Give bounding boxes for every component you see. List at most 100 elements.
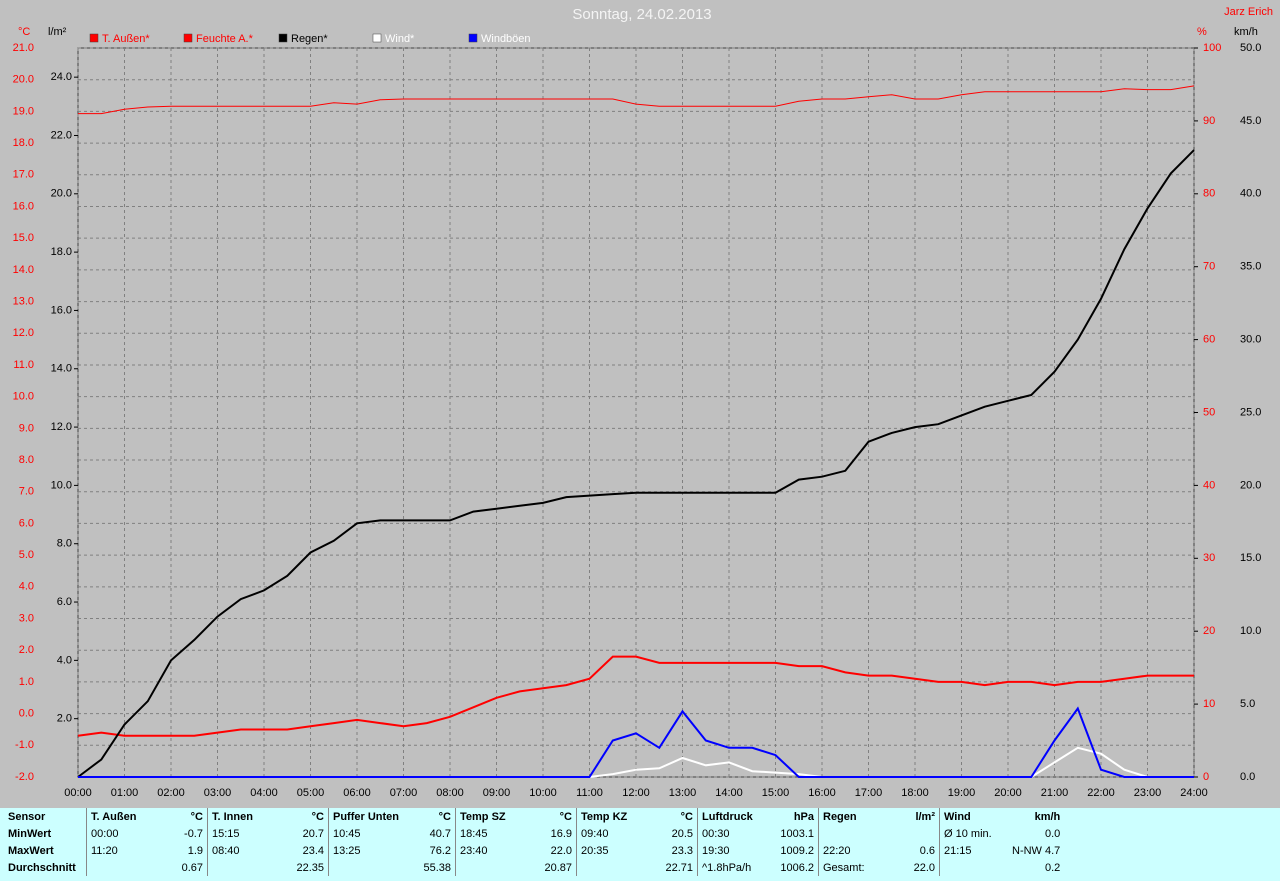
y-tick-label: 19.0 — [13, 105, 34, 117]
table-cell: 22.35 — [296, 861, 324, 874]
table-cell: 1009.2 — [780, 844, 814, 857]
table-cell: 0.2 — [1044, 861, 1061, 874]
y2-tick-label: 90 — [1203, 115, 1215, 127]
table-cell: Wind — [939, 808, 1008, 825]
chart-title: Sonntag, 24.02.2013 — [572, 6, 711, 23]
table-cell: °C — [311, 810, 324, 823]
table-cell: 13:25 — [328, 842, 403, 859]
y3-tick-label: 2.0 — [57, 713, 72, 725]
y2-tick-label: 40 — [1203, 479, 1215, 491]
table-cell: Luftdruck — [697, 808, 766, 825]
legend-swatch — [468, 33, 478, 43]
table-cell: 21:15 — [939, 842, 1008, 859]
y-tick-label: 3.0 — [19, 612, 34, 624]
y-axis-unit: °C — [18, 26, 30, 38]
table-cell: MinWert — [8, 827, 52, 840]
x-tick-label: 23:00 — [1134, 787, 1162, 799]
legend-label: Regen* — [291, 33, 328, 45]
y3-axis-unit: l/m² — [48, 26, 67, 38]
x-tick-label: 07:00 — [390, 787, 418, 799]
y-tick-label: 18.0 — [13, 137, 34, 149]
y3-tick-label: 6.0 — [57, 596, 72, 608]
y-tick-label: 12.0 — [13, 327, 34, 339]
table-cell: 22:20 — [818, 842, 887, 859]
y4-tick-label: 30.0 — [1240, 334, 1261, 346]
table-cell: T. Außen — [86, 808, 155, 825]
table-cell: Durchschnitt — [8, 861, 76, 874]
table-cell — [576, 859, 645, 876]
x-tick-label: 14:00 — [715, 787, 743, 799]
table-cell: °C — [680, 810, 693, 823]
table-cell: Puffer Unten — [328, 808, 403, 825]
y-tick-label: 5.0 — [19, 549, 34, 561]
table-cell: 40.7 — [429, 827, 451, 840]
y2-tick-label: 60 — [1203, 334, 1215, 346]
y-tick-label: 16.0 — [13, 200, 34, 212]
y-tick-label: 14.0 — [13, 264, 34, 276]
x-tick-label: 11:00 — [576, 787, 603, 799]
y4-tick-label: 50.0 — [1240, 42, 1261, 54]
table-cell — [328, 859, 403, 876]
table-cell: 20.7 — [302, 827, 324, 840]
y2-tick-label: 50 — [1203, 406, 1215, 418]
y2-tick-label: 100 — [1203, 42, 1221, 54]
y4-tick-label: 5.0 — [1240, 698, 1255, 710]
y-tick-label: 17.0 — [13, 169, 34, 181]
table-cell: 22.0 — [550, 844, 572, 857]
y2-axis-unit: % — [1197, 26, 1207, 38]
x-tick-label: 20:00 — [994, 787, 1022, 799]
table-cell: 0.67 — [181, 861, 203, 874]
y-tick-label: 6.0 — [19, 517, 34, 529]
table-cell: T. Innen — [207, 808, 276, 825]
table-cell: Temp SZ — [455, 808, 524, 825]
x-tick-label: 22:00 — [1087, 787, 1115, 799]
table-cell: 16.9 — [550, 827, 572, 840]
table-cell — [86, 859, 155, 876]
table-row: Sensor T. Außen °C T. Innen °C Puffer Unten °C… — [4, 808, 1064, 825]
y3-tick-label: 24.0 — [51, 71, 72, 83]
table-cell: 0.6 — [919, 844, 935, 857]
x-tick-label: 01:00 — [111, 787, 139, 799]
y-tick-label: -2.0 — [15, 771, 34, 783]
y2-tick-label: 0 — [1203, 771, 1209, 783]
x-tick-label: 09:00 — [483, 787, 511, 799]
x-tick-label: 03:00 — [204, 787, 232, 799]
table-cell: 1.9 — [187, 844, 203, 857]
y4-tick-label: 0.0 — [1240, 771, 1255, 783]
y2-tick-label: 70 — [1203, 261, 1215, 273]
y-tick-label: 21.0 — [13, 42, 34, 54]
table-row: MinWert 00:00 -0.7 15:15 20.7 10:45 40.7 18:45 1… — [4, 825, 1064, 842]
y3-tick-label: 20.0 — [51, 188, 72, 200]
table-cell: 0.0 — [1044, 827, 1061, 840]
y3-tick-label: 8.0 — [57, 538, 72, 550]
table-cell: -0.7 — [184, 827, 203, 840]
table-cell: °C — [559, 810, 572, 823]
y3-tick-label: 14.0 — [51, 363, 72, 375]
table-cell: Regen — [818, 808, 887, 825]
table-cell: 23.4 — [302, 844, 324, 857]
series-line — [77, 149, 1195, 778]
y-tick-label: -1.0 — [15, 739, 34, 751]
y-tick-label: 8.0 — [19, 454, 34, 466]
x-tick-label: 10:00 — [529, 787, 557, 799]
table-cell: 76.2 — [429, 844, 451, 857]
series-line — [77, 655, 1194, 737]
y4-tick-label: 40.0 — [1240, 188, 1261, 200]
x-tick-label: 02:00 — [157, 787, 185, 799]
y2-tick-label: 10 — [1203, 698, 1215, 710]
y-tick-label: 10.0 — [13, 391, 34, 403]
legend-label: Windböen — [481, 33, 531, 45]
y3-tick-label: 18.0 — [51, 246, 72, 258]
y3-tick-label: 12.0 — [51, 421, 72, 433]
table-cell: l/m² — [915, 810, 935, 823]
table-cell: 22.0 — [913, 861, 935, 874]
table-row: Durchschnitt 0.67 22.35 55.38 20.87 22.71 ^1.8… — [4, 859, 1064, 876]
table-cell: ^1.8hPa/h — [697, 859, 766, 876]
y-tick-label: 2.0 — [19, 644, 34, 656]
table-cell: °C — [438, 810, 451, 823]
x-tick-label: 17:00 — [855, 787, 883, 799]
chart: Sonntag, 24.02.2013 Jarz Erich °C l/m² %… — [13, 6, 1273, 799]
table-row: MaxWert 11:20 1.9 08:40 23.4 13:25 76.2 23:40 22… — [4, 842, 1064, 859]
x-tick-label: 04:00 — [250, 787, 278, 799]
